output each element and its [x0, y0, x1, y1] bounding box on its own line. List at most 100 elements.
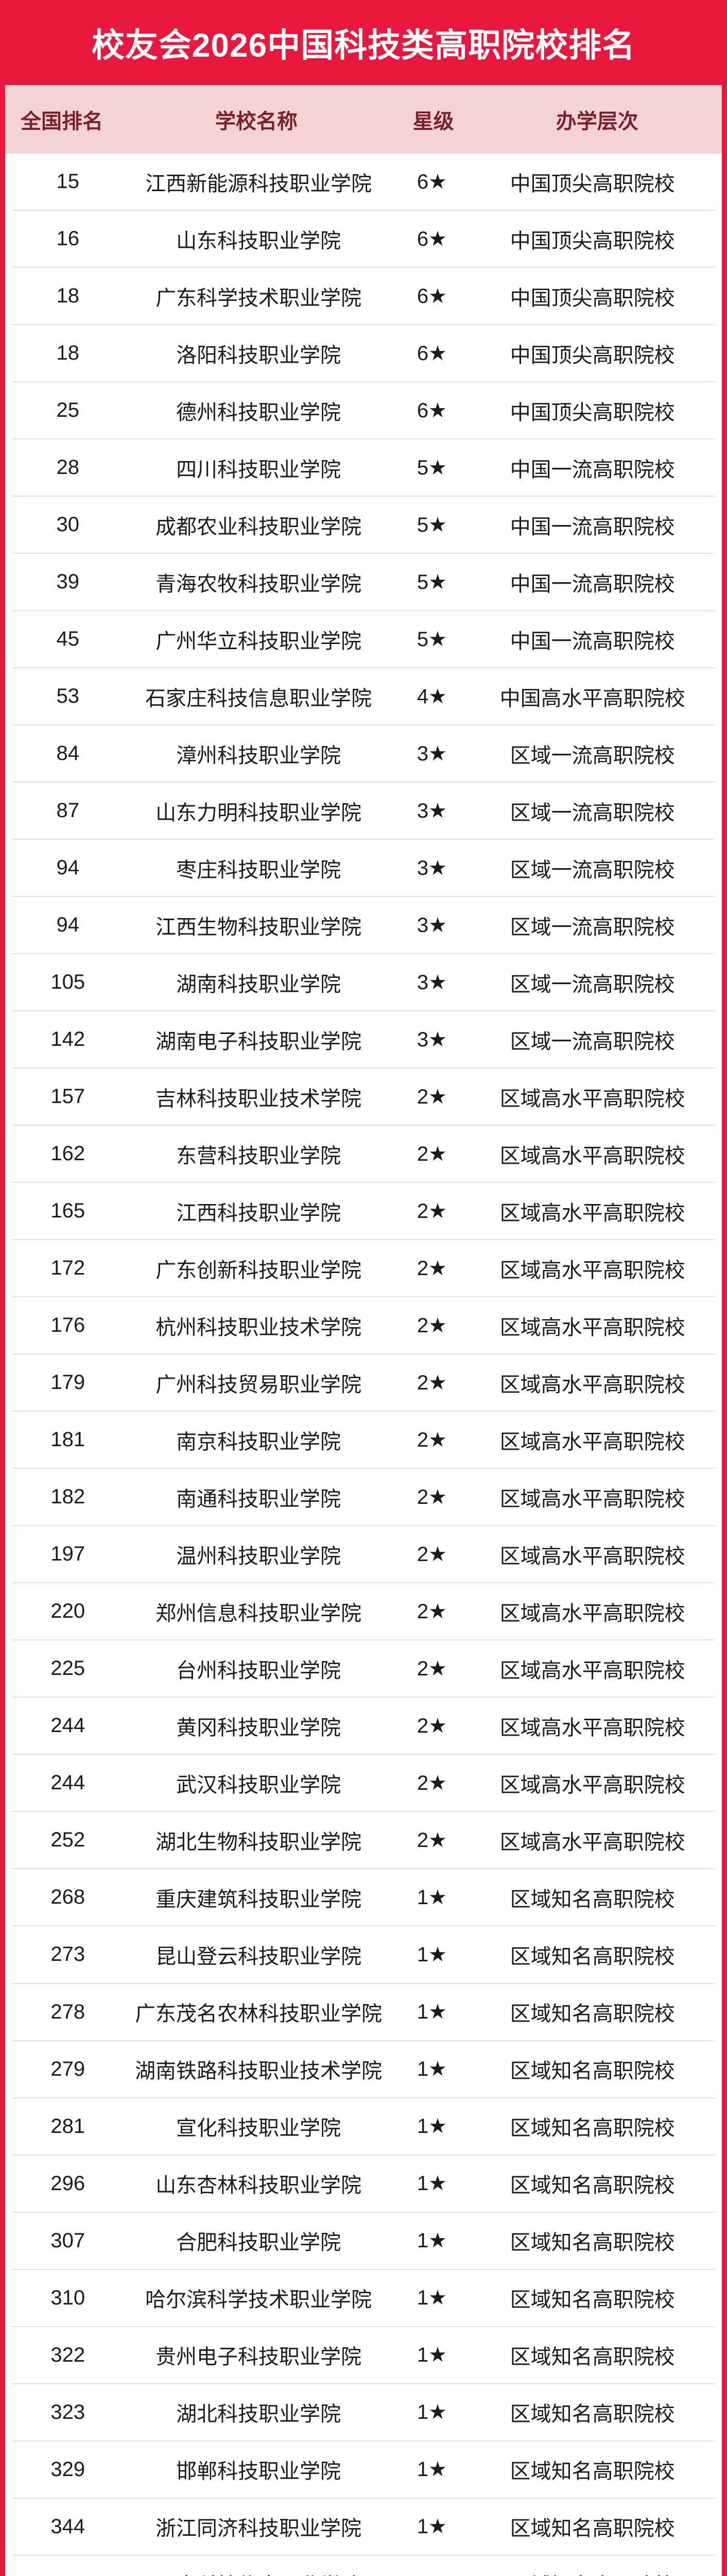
cell-rank: 273	[50, 1943, 85, 1966]
table-row: 28 四川科技职业学院 5★ 中国一流高职院校	[12, 439, 715, 497]
cell-rank: 87	[56, 799, 80, 822]
cell-rank: 39	[56, 570, 80, 594]
cell-school: 合肥科技职业学院	[176, 2231, 341, 2255]
cell-stars: 1★	[417, 2058, 447, 2081]
table-row: 307 合肥科技职业学院 1★ 区域知名高职院校	[12, 2213, 715, 2270]
cell-level: 区域高水平高职院校	[499, 1144, 685, 1167]
cell-rank: 296	[50, 2172, 85, 2195]
cell-stars: 2★	[417, 1714, 447, 1737]
cell-rank: 105	[50, 971, 85, 994]
table-row: 18 广东科学技术职业学院 6★ 中国顶尖高职院校	[12, 268, 715, 326]
cell-school: 广东茂名农林科技职业学院	[135, 2003, 383, 2025]
cell-rank: 322	[50, 2343, 85, 2366]
table-row: 15 江西新能源科技职业学院 6★ 中国顶尖高职院校	[12, 154, 715, 211]
table-row: 197 温州科技职业学院 2★ 区域高水平高职院校	[12, 1526, 715, 1584]
table-row: 310 哈尔滨科学技术职业学院 1★ 区域知名高职院校	[12, 2270, 715, 2327]
cell-level: 区域知名高职院校	[510, 2346, 675, 2369]
cell-rank: 18	[56, 342, 80, 365]
cell-school: 湖北科技职业学院	[176, 2403, 341, 2426]
cell-rank: 310	[50, 2286, 85, 2309]
cell-rank: 279	[50, 2057, 85, 2080]
table-row: 181 南京科技职业学院 2★ 区域高水平高职院校	[12, 1412, 715, 1469]
table-row: 165 江西科技职业学院 2★ 区域高水平高职院校	[12, 1183, 715, 1241]
cell-rank: 172	[50, 1257, 85, 1280]
table-row: 296 山东杏林科技职业学院 1★ 区域知名高职院校	[12, 2156, 715, 2213]
cell-level: 区域知名高职院校	[510, 2517, 675, 2540]
table-row: 39 青海农牧科技职业学院 5★ 中国一流高职院校	[12, 554, 715, 612]
cell-school: 山东杏林科技职业学院	[155, 2174, 362, 2197]
cell-rank: 268	[50, 1886, 85, 1909]
cell-level: 区域高水平高职院校	[499, 1831, 685, 1854]
cell-stars: 6★	[417, 342, 447, 365]
table-row: 323 湖北科技职业学院 1★ 区域知名高职院校	[12, 2384, 715, 2442]
ranking-table: 全国排名 学校名称 星级 办学层次 15 江西新能源科技职业学院 6★ 中国顶尖高职院…	[5, 85, 722, 2576]
cell-level: 区域知名高职院校	[510, 2003, 675, 2025]
cell-stars: 1★	[394, 2572, 471, 2576]
cell-level: 区域高水平高职院校	[499, 1201, 685, 1225]
cell-rank: 94	[56, 913, 80, 937]
cell-school: 哈尔滨科学技术职业学院	[145, 2289, 372, 2312]
cell-level: 区域知名高职院校	[510, 2403, 675, 2426]
cell-rank: 278	[50, 2000, 85, 2023]
table-row: 244 武汉科技职业学院 2★ 区域高水平高职院校	[12, 1755, 715, 1812]
cell-rank: 25	[56, 399, 80, 422]
cell-level: 区域知名高职院校	[510, 2174, 675, 2197]
cell-stars: 1★	[417, 2172, 447, 2195]
table-row: 176 杭州科技职业技术学院 2★ 区域高水平高职院校	[12, 1297, 715, 1355]
cell-level: 区域高水平高职院校	[499, 1716, 685, 1739]
table-row: 142 湖南电子科技职业学院 3★ 区域一流高职院校	[12, 1011, 715, 1069]
cell-stars: 2★	[417, 1257, 447, 1280]
table-body: 15 江西新能源科技职业学院 6★ 中国顶尖高职院校 16 山东科技职业学院 6★ 中国顶尖高…	[5, 154, 722, 2576]
cell-rank: 53	[56, 685, 80, 708]
cell-stars: 4★	[417, 685, 447, 708]
table-row: 244 黄冈科技职业学院 2★ 区域高水平高职院校	[12, 1698, 715, 1755]
cell-stars: 1★	[417, 2001, 447, 2023]
cell-stars: 6★	[417, 170, 447, 193]
table-row: 30 成都农业科技职业学院 5★ 中国一流高职院校	[12, 497, 715, 554]
table-row: 344 浙江同济科技职业学院 1★ 区域知名高职院校	[12, 2499, 715, 2556]
cell-school: 湖南铁路科技职业技术学院	[135, 2060, 383, 2083]
cell-level: 区域知名高职院校	[510, 2289, 675, 2312]
cell-stars: 2★	[417, 1085, 447, 1108]
cell-stars: 2★	[417, 1314, 447, 1337]
cell-rank: 244	[50, 1771, 85, 1794]
table-row: 273 昆山登云科技职业学院 1★ 区域知名高职院校	[12, 1926, 715, 1984]
table-row: 25 德州科技职业学院 6★ 中国顶尖高职院校	[12, 382, 715, 440]
cell-stars: 2★	[417, 1142, 447, 1165]
table-row: 350云南科技信息职业学院1★区域知名高职院校	[12, 2556, 715, 2576]
cell-level: 区域一流高职院校	[510, 916, 675, 939]
cell-level: 区域知名高职院校	[510, 1945, 675, 1968]
cell-school: 四川科技职业学院	[176, 458, 341, 481]
cell-stars: 5★	[417, 570, 447, 594]
column-header-level: 办学层次	[556, 110, 638, 133]
title-band: 校友会2026中国科技类高职院校排名	[0, 0, 727, 85]
cell-school: 山东力明科技职业学院	[155, 801, 362, 824]
cell-level: 区域知名高职院校	[510, 2117, 675, 2140]
cell-stars: 3★	[417, 913, 447, 937]
cell-rank: 225	[50, 1657, 85, 1680]
cell-school: 武汉科技职业学院	[176, 1773, 341, 1797]
cell-rank: 165	[50, 1199, 85, 1223]
cell-school: 温州科技职业学院	[176, 1545, 341, 1568]
cell-stars: 6★	[417, 399, 447, 422]
cell-level: 区域一流高职院校	[510, 973, 675, 996]
cell-level: 区域高水平高职院校	[499, 1773, 685, 1797]
cell-rank: 197	[50, 1543, 85, 1566]
cell-stars: 1★	[417, 2344, 447, 2367]
table-row: 172 广东创新科技职业学院 2★ 区域高水平高职院校	[12, 1240, 715, 1298]
cell-school: 台州科技职业学院	[176, 1659, 341, 1682]
cell-stars: 1★	[417, 2115, 447, 2138]
cell-stars: 3★	[417, 742, 447, 765]
table-row: 252 湖北生物科技职业学院 2★ 区域高水平高职院校	[12, 1812, 715, 1870]
cell-school: 湖南科技职业学院	[176, 973, 341, 996]
cell-stars: 2★	[417, 1543, 447, 1566]
cell-level: 中国顶尖高职院校	[510, 344, 675, 367]
table-row: 279 湖南铁路科技职业技术学院 1★ 区域知名高职院校	[12, 2041, 715, 2098]
cell-level: 区域高水平高职院校	[499, 1316, 685, 1339]
cell-school: 广东科学技术职业学院	[155, 286, 362, 310]
cell-stars: 2★	[417, 1600, 447, 1623]
cell-stars: 3★	[417, 971, 447, 994]
cell-rank: 329	[50, 2458, 85, 2481]
table-row: 329 邯郸科技职业学院 1★ 区域知名高职院校	[12, 2442, 715, 2499]
